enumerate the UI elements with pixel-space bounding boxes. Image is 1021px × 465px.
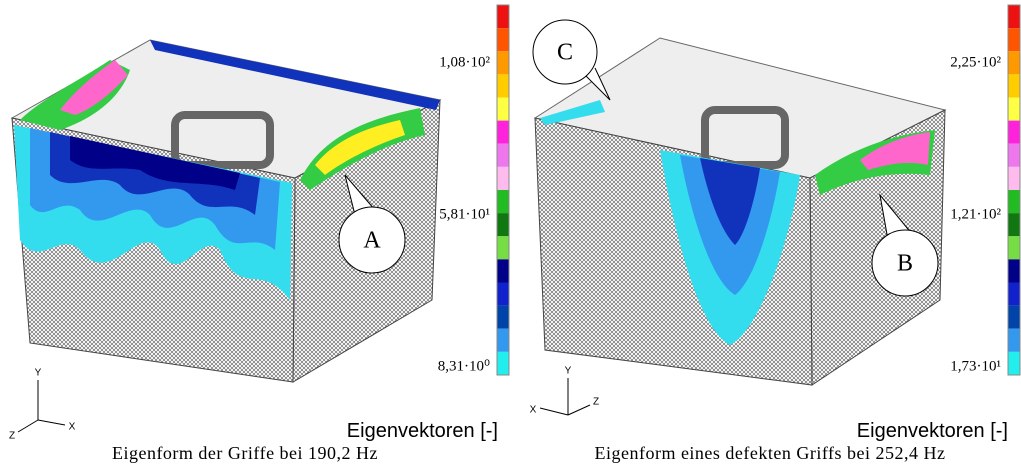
- colorbar-segment: [1008, 98, 1020, 121]
- colorbar-segment: [497, 144, 509, 167]
- colorbar-segment: [1008, 167, 1020, 190]
- colorbar-segment: [1008, 121, 1020, 144]
- colorbar-segment: [497, 236, 509, 259]
- caption: Eigenform eines defekten Griffs bei 252,…: [594, 443, 945, 463]
- axis-label: X: [530, 405, 537, 416]
- colorbar-segment: [497, 213, 509, 236]
- colorbar-segment: [1008, 236, 1020, 259]
- colorbar-segment: [1008, 352, 1020, 375]
- callout-label: B: [897, 251, 913, 277]
- colorbar-segment: [1008, 259, 1020, 282]
- colorbar-segment: [497, 167, 509, 190]
- axis-label: Y: [35, 368, 42, 379]
- colorbar-segment: [1008, 144, 1020, 167]
- colorbar-segment: [1008, 306, 1020, 329]
- colorbar-segment: [497, 5, 509, 28]
- colorbar-segment: [497, 74, 509, 97]
- colorbar-segment: [497, 352, 509, 375]
- colorbar-segment: [497, 51, 509, 74]
- colorbar-label: 1,73·10¹: [950, 358, 1001, 374]
- caption: Eigenform der Griffe bei 190,2 Hz: [112, 443, 378, 463]
- callout-c: C: [533, 20, 610, 100]
- colorbar-segment: [497, 98, 509, 121]
- colorbar-label: 1,21·10²: [950, 206, 1001, 222]
- colorbar-label: 1,08·10²: [439, 54, 490, 70]
- axis-label: Y: [565, 366, 572, 377]
- colorbar-segment: [1008, 213, 1020, 236]
- colorbar-segment: [497, 306, 509, 329]
- axis-label: Z: [9, 431, 15, 442]
- colorbar-label: 5,81·10¹: [439, 206, 490, 222]
- legend-title: Eigenvektoren [-]: [347, 420, 498, 442]
- axis-triad: [18, 378, 590, 432]
- figure: 1,08·10² 5,81·10¹ 8,31·10⁰ 2,25·10² 1,21·10²…: [0, 0, 1021, 465]
- legend-title: Eigenvektoren [-]: [857, 420, 1008, 442]
- colorbar-segment: [497, 190, 509, 213]
- colorbar-segment: [1008, 329, 1020, 352]
- colorbar-segment: [1008, 190, 1020, 213]
- colorbar-segment: [497, 329, 509, 352]
- colorbar-segment: [1008, 28, 1020, 51]
- colorbar-segment: [1008, 74, 1020, 97]
- colorbar-segment: [1008, 283, 1020, 306]
- axis-label: Z: [593, 397, 599, 408]
- callout-label: C: [557, 40, 573, 66]
- colorbar-label: 8,31·10⁰: [438, 358, 490, 374]
- colorbar-segment: [1008, 5, 1020, 28]
- colorbar-segment: [497, 259, 509, 282]
- colorbar-segment: [1008, 51, 1020, 74]
- colorbar-segment: [497, 28, 509, 51]
- colorbar-segment: [497, 283, 509, 306]
- colorbar-label: 2,25·10²: [950, 54, 1001, 70]
- callout-label: A: [363, 228, 381, 254]
- colorbar-segment: [497, 121, 509, 144]
- axis-label: X: [69, 422, 76, 433]
